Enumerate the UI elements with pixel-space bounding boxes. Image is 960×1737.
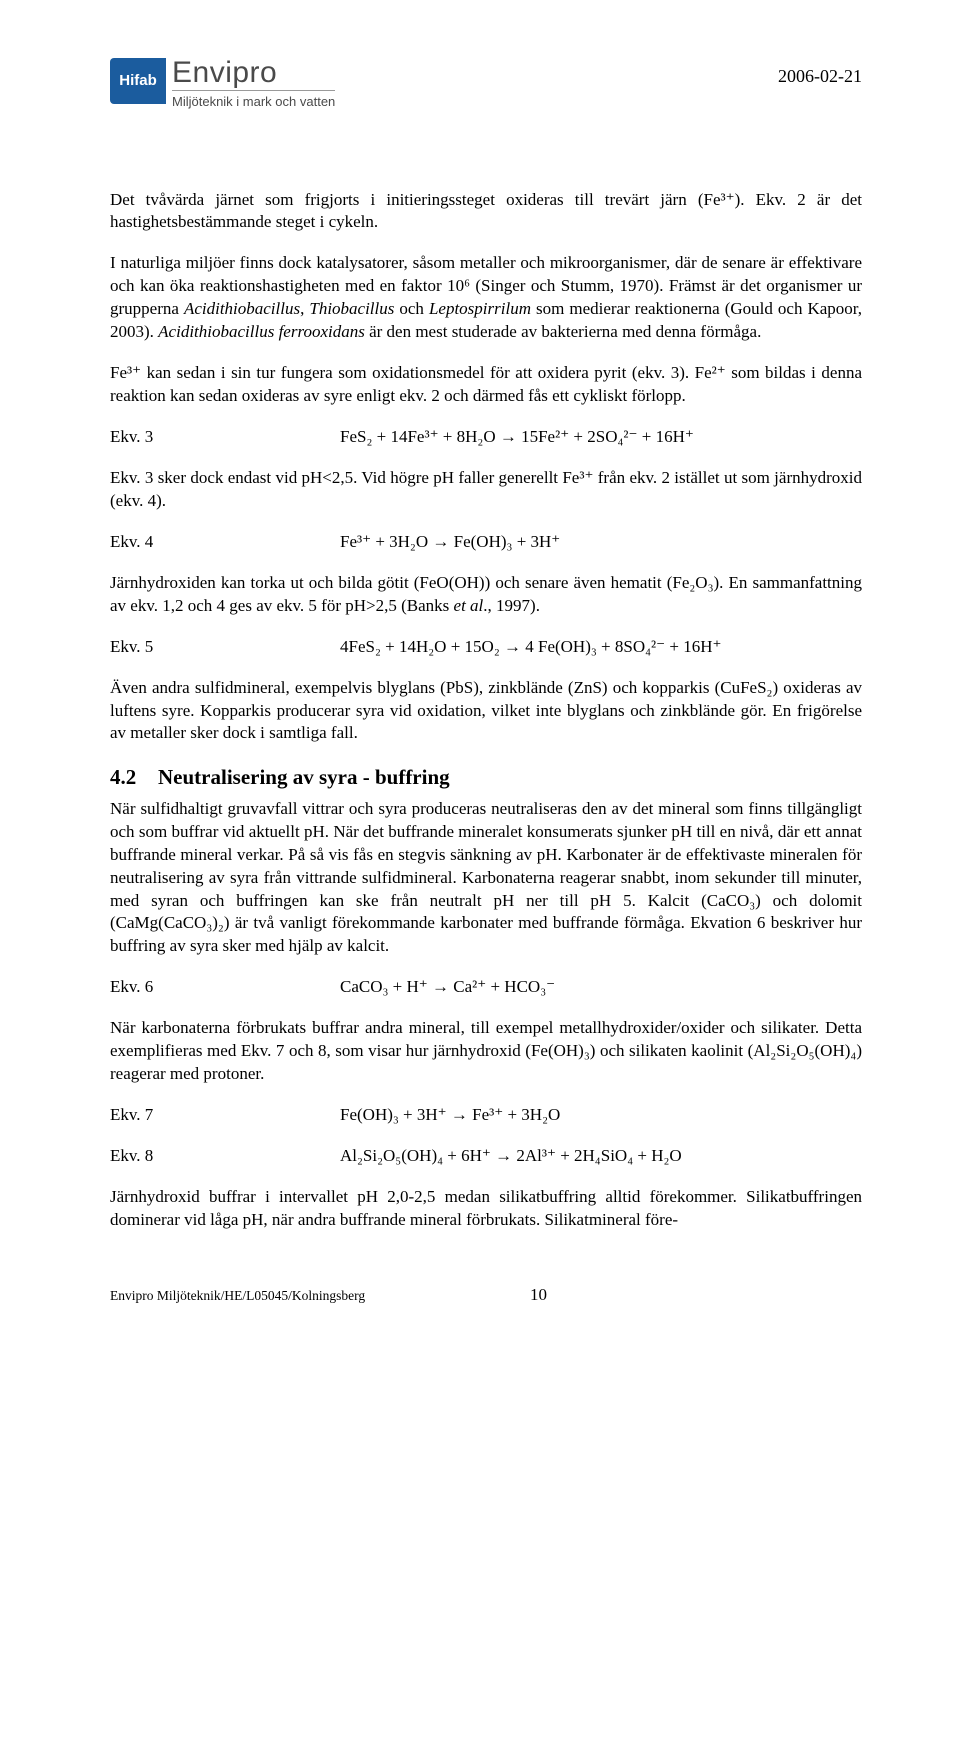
equation-7-label: Ekv. 7: [110, 1104, 340, 1127]
section-heading-4-2: 4.2Neutralisering av syra - buffring: [110, 763, 862, 791]
paragraph-5: Järnhydroxiden kan torka ut och bilda gö…: [110, 572, 862, 618]
p2-text-c: ,: [300, 299, 309, 318]
paragraph-2: I naturliga miljöer finns dock katalysat…: [110, 252, 862, 344]
equation-6-label: Ekv. 6: [110, 976, 340, 999]
p2-italic-b: Acidithiobacillus: [184, 299, 300, 318]
paragraph-4: Ekv. 3 sker dock endast vid pH<2,5. Vid …: [110, 467, 862, 513]
equation-4-label: Ekv. 4: [110, 531, 340, 554]
page-header: Hifab Envipro Miljöteknik i mark och vat…: [110, 58, 862, 111]
logo-mark: Hifab: [110, 58, 166, 104]
equation-5: Ekv. 5 4FeS₂ + 14H₂O + 15O₂ → 4 Fe(OH)₃ …: [110, 636, 862, 659]
equation-5-label: Ekv. 5: [110, 636, 340, 659]
p5-text-c: ., 1997).: [483, 596, 540, 615]
p2-italic-h: Acidithiobacillus ferrooxidans: [158, 322, 365, 341]
document-date: 2006-02-21: [778, 58, 862, 88]
equation-4-body: Fe³⁺ + 3H₂O → Fe(OH)₃ + 3H⁺: [340, 531, 862, 554]
equation-8-body: Al₂Si₂O₅(OH)₄ + 6H⁺ → 2Al³⁺ + 2H₄SiO₄ + …: [340, 1145, 862, 1168]
page-number: 10: [215, 1284, 862, 1307]
p5-italic-b: et al: [454, 596, 484, 615]
equation-8-label: Ekv. 8: [110, 1145, 340, 1168]
equation-3-body: FeS₂ + 14Fe³⁺ + 8H₂O → 15Fe²⁺ + 2SO₄²⁻ +…: [340, 426, 862, 449]
paragraph-7: När sulfidhaltigt gruvavfall vittrar och…: [110, 798, 862, 959]
page-footer: Envipro Miljöteknik/HE/L05045/Kolningsbe…: [110, 1284, 862, 1307]
equation-6: Ekv. 6 CaCO₃ + H⁺ → Ca²⁺ + HCO₃⁻: [110, 976, 862, 999]
logo: Hifab Envipro Miljöteknik i mark och vat…: [110, 58, 335, 111]
paragraph-9: Järnhydroxid buffrar i intervallet pH 2,…: [110, 1186, 862, 1232]
paragraph-1: Det tvåvärda järnet som frigjorts i init…: [110, 189, 862, 235]
logo-text-block: Envipro Miljöteknik i mark och vatten: [172, 58, 335, 111]
equation-6-body: CaCO₃ + H⁺ → Ca²⁺ + HCO₃⁻: [340, 976, 862, 999]
p2-italic-d: Thiobacillus: [309, 299, 394, 318]
section-title: Neutralisering av syra - buffring: [158, 765, 450, 789]
equation-7-body: Fe(OH)₃ + 3H⁺ → Fe³⁺ + 3H₂O: [340, 1104, 862, 1127]
logo-subtitle: Miljöteknik i mark och vatten: [172, 90, 335, 111]
equation-8: Ekv. 8 Al₂Si₂O₅(OH)₄ + 6H⁺ → 2Al³⁺ + 2H₄…: [110, 1145, 862, 1168]
section-number: 4.2: [110, 763, 158, 791]
equation-4: Ekv. 4 Fe³⁺ + 3H₂O → Fe(OH)₃ + 3H⁺: [110, 531, 862, 554]
paragraph-6: Även andra sulfidmineral, exempelvis bly…: [110, 677, 862, 746]
equation-3: Ekv. 3 FeS₂ + 14Fe³⁺ + 8H₂O → 15Fe²⁺ + 2…: [110, 426, 862, 449]
equation-3-label: Ekv. 3: [110, 426, 340, 449]
paragraph-3: Fe³⁺ kan sedan i sin tur fungera som oxi…: [110, 362, 862, 408]
paragraph-8: När karbonaterna förbrukats buffrar andr…: [110, 1017, 862, 1086]
p2-italic-f: Leptospirrilum: [429, 299, 531, 318]
equation-7: Ekv. 7 Fe(OH)₃ + 3H⁺ → Fe³⁺ + 3H₂O: [110, 1104, 862, 1127]
equation-5-body: 4FeS₂ + 14H₂O + 15O₂ → 4 Fe(OH)₃ + 8SO₄²…: [340, 636, 862, 659]
p2-text-e: och: [394, 299, 429, 318]
document-page: Hifab Envipro Miljöteknik i mark och vat…: [0, 0, 960, 1365]
logo-title: Envipro: [172, 58, 335, 88]
p2-text-i: är den mest studerade av bakterierna med…: [365, 322, 762, 341]
